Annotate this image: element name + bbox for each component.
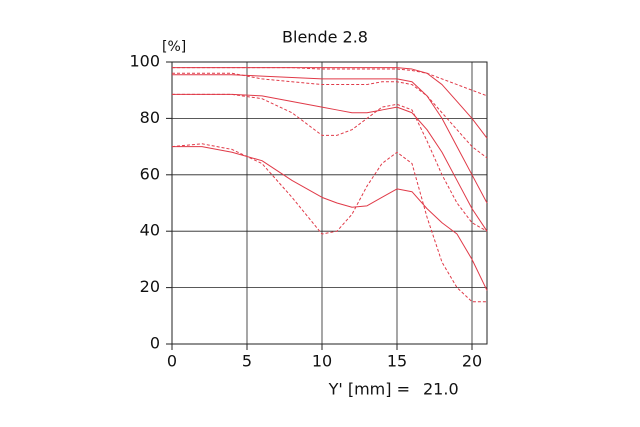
- y-axis-label: [%]: [162, 39, 186, 55]
- x-tick-label: 5: [242, 352, 252, 371]
- x-axis-label: Y' [mm] =: [328, 380, 410, 399]
- series-line: [172, 74, 488, 204]
- y-tick-label: 40: [140, 221, 160, 240]
- y-tick-label: 0: [150, 334, 160, 353]
- series-line: [171, 143, 487, 303]
- series-line: [172, 67, 488, 139]
- series-line: [172, 67, 488, 97]
- x-tick-label: 15: [387, 352, 407, 371]
- series-line: [172, 72, 488, 159]
- x-tick-label: 20: [462, 352, 482, 371]
- chart-title: Blende 2.8: [282, 28, 368, 47]
- series-line: [172, 93, 488, 232]
- y-tick-label: 100: [129, 52, 160, 71]
- plot-frame: [171, 61, 488, 345]
- x-tick-label: 0: [167, 352, 177, 371]
- y-tick-label: 60: [140, 164, 160, 183]
- series-line: [172, 93, 488, 232]
- x-tick-label: 10: [312, 352, 332, 371]
- y-tick-label: 20: [140, 277, 160, 296]
- annotation: 21.0: [423, 380, 459, 399]
- y-tick-label: 80: [140, 108, 160, 127]
- series-line: [172, 146, 488, 291]
